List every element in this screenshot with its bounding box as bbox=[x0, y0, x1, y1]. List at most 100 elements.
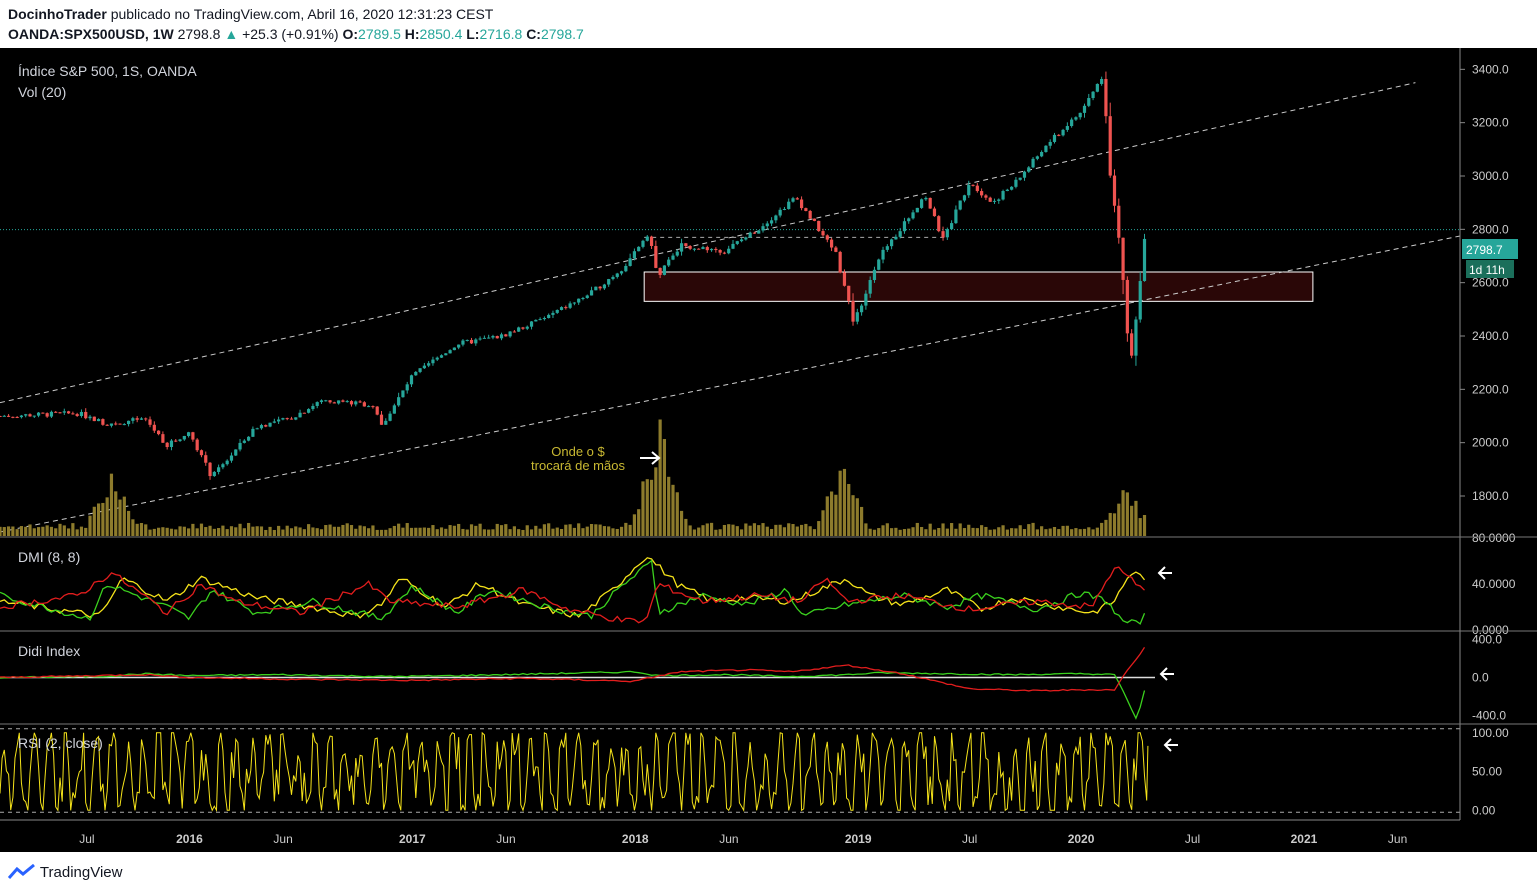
candle-body bbox=[135, 418, 139, 420]
volume-bar bbox=[697, 527, 701, 536]
volume-bar bbox=[568, 524, 572, 536]
volume-bar bbox=[958, 523, 962, 536]
volume-bar bbox=[79, 526, 84, 536]
volume-bar bbox=[641, 481, 645, 536]
candle-body bbox=[6, 415, 11, 417]
time-tick-label: 2016 bbox=[176, 832, 203, 846]
candle-body bbox=[319, 400, 324, 403]
volume-bar bbox=[1078, 529, 1082, 536]
candle-body bbox=[2, 415, 6, 417]
candle-body bbox=[774, 215, 778, 221]
candle-body bbox=[1112, 175, 1117, 206]
candle-body bbox=[182, 435, 186, 440]
close-value: 2798.7 bbox=[540, 26, 584, 42]
candle-body bbox=[671, 255, 675, 260]
volume-bar bbox=[1048, 528, 1052, 536]
price-tick-label: 3200.0 bbox=[1472, 116, 1509, 130]
candle-body bbox=[62, 411, 66, 413]
volume-bar bbox=[1018, 525, 1022, 536]
volume-bar bbox=[435, 529, 439, 536]
volume-bar bbox=[709, 522, 714, 536]
candle-body bbox=[1052, 134, 1057, 142]
volume-bar bbox=[817, 521, 821, 536]
indicator-tick-label: 0.0000 bbox=[1472, 623, 1509, 637]
volume-bar bbox=[834, 494, 838, 536]
candle-body bbox=[302, 412, 306, 414]
candle-body bbox=[808, 210, 812, 219]
candle-body bbox=[268, 422, 272, 427]
candle-body bbox=[1010, 186, 1014, 190]
candle-body bbox=[199, 450, 204, 456]
candle-body bbox=[259, 425, 264, 429]
volume-bar bbox=[684, 518, 688, 536]
candle-body bbox=[937, 216, 941, 232]
volume-bar bbox=[649, 479, 654, 536]
last-price-badge: 2798.7 bbox=[1466, 243, 1503, 257]
candle-body bbox=[637, 246, 641, 252]
volume-bar bbox=[341, 524, 345, 536]
candle-body bbox=[311, 405, 315, 410]
candle-body bbox=[714, 248, 718, 251]
volume-bar bbox=[890, 528, 894, 536]
volume-bar bbox=[126, 510, 131, 536]
tradingview-logo[interactable]: TradingView bbox=[7, 863, 122, 881]
volume-bar bbox=[199, 523, 204, 536]
time-tick-label: 2020 bbox=[1068, 832, 1095, 846]
volume-bar bbox=[632, 514, 637, 536]
candle-body bbox=[332, 402, 336, 404]
change-arrow: ▲ bbox=[224, 26, 239, 42]
volume-bar bbox=[409, 527, 414, 536]
volume-bar bbox=[62, 525, 66, 536]
volume-bar bbox=[482, 529, 486, 536]
candle-body bbox=[392, 405, 396, 414]
volume-bar bbox=[114, 491, 118, 536]
volume-bar bbox=[517, 529, 521, 536]
symbol-label[interactable]: OANDA:SPX500USD, 1W bbox=[8, 26, 174, 42]
author-name[interactable]: DocinhoTrader bbox=[8, 6, 107, 22]
volume-bar bbox=[1044, 529, 1048, 536]
price-tick-label: 3000.0 bbox=[1472, 169, 1509, 183]
volume-bar bbox=[15, 529, 19, 536]
dmi-arrow-icon bbox=[1157, 566, 1172, 580]
volume-bar bbox=[118, 499, 122, 536]
rsi-pane-title: RSI (2, close) bbox=[18, 735, 103, 751]
volume-bar bbox=[585, 526, 589, 536]
candle-body bbox=[679, 243, 684, 252]
high-label: H: bbox=[404, 26, 420, 42]
volume-bar bbox=[431, 525, 435, 536]
candle-body bbox=[101, 419, 105, 425]
volume-bar bbox=[499, 525, 504, 536]
candle-body bbox=[701, 247, 705, 250]
volume-bar bbox=[765, 526, 769, 536]
volume-bar bbox=[289, 528, 294, 536]
volume-bar bbox=[812, 529, 817, 536]
candle-body bbox=[238, 442, 242, 450]
time-tick-label: Jun bbox=[719, 832, 738, 846]
chart-canvas[interactable]: 1800.0 2000.0 2200.0 2400.0 2600.0 2800.0 3000… bbox=[0, 48, 1537, 852]
candle-body bbox=[782, 208, 787, 210]
volume-bar bbox=[238, 523, 242, 536]
candle-body bbox=[945, 229, 949, 238]
candle-body bbox=[739, 239, 744, 242]
candle-body bbox=[45, 413, 49, 417]
candle-body bbox=[568, 303, 572, 308]
volume-bar bbox=[448, 525, 452, 536]
volume-bar bbox=[375, 529, 379, 536]
volume-bar bbox=[2, 527, 6, 536]
candle-body bbox=[84, 411, 88, 419]
volume-bar bbox=[96, 503, 101, 536]
candle-body bbox=[688, 246, 692, 249]
volume-bar bbox=[894, 527, 898, 536]
volume-bar bbox=[731, 524, 735, 536]
volume-bar bbox=[654, 467, 658, 536]
volume-bar bbox=[692, 529, 697, 536]
volume-bar bbox=[169, 528, 174, 536]
candle-body bbox=[281, 418, 285, 420]
volume-bar bbox=[924, 529, 928, 536]
volume-bar bbox=[868, 528, 872, 536]
candle-body bbox=[920, 199, 924, 208]
volume-bar bbox=[1082, 528, 1087, 536]
candle-body bbox=[1035, 156, 1039, 159]
volume-bar bbox=[988, 529, 992, 536]
time-tick-label: Jun bbox=[496, 832, 515, 846]
